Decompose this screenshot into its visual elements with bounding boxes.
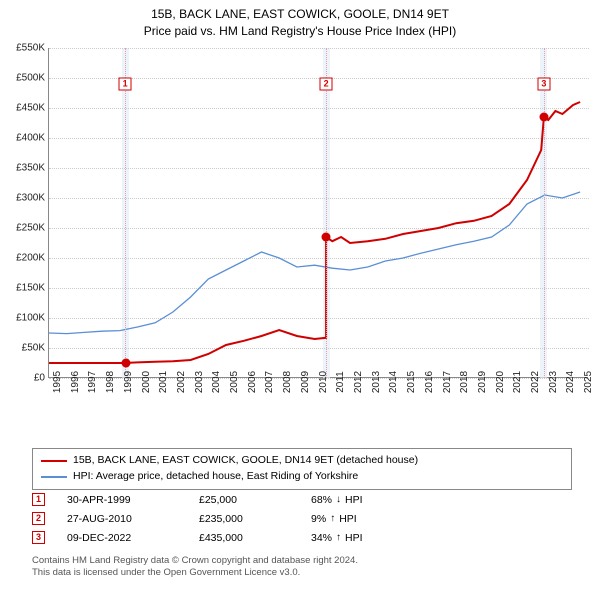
legend: 15B, BACK LANE, EAST COWICK, GOOLE, DN14… (32, 448, 572, 490)
y-axis-label: £350K (5, 163, 45, 174)
x-axis-label: 2002 (176, 371, 187, 393)
x-axis-label: 2022 (530, 371, 541, 393)
event-vline (544, 48, 545, 378)
x-axis-label: 2014 (388, 371, 399, 393)
y-axis-label: £150K (5, 283, 45, 294)
event-vline (125, 48, 126, 378)
event-price: £25,000 (199, 494, 289, 506)
line-layer (49, 48, 589, 378)
event-num-box: 2 (32, 512, 45, 525)
event-price: £235,000 (199, 513, 289, 525)
hpi-line (49, 192, 580, 334)
x-axis-label: 1995 (52, 371, 63, 393)
sale-point (121, 359, 130, 368)
x-axis-label: 2012 (353, 371, 364, 393)
legend-label-price: 15B, BACK LANE, EAST COWICK, GOOLE, DN14… (73, 453, 418, 469)
title-block: 15B, BACK LANE, EAST COWICK, GOOLE, DN14… (0, 0, 600, 40)
footnote-line2: This data is licensed under the Open Gov… (32, 567, 572, 579)
x-axis-label: 2007 (264, 371, 275, 393)
event-num-box: 1 (32, 493, 45, 506)
x-axis-label: 1998 (105, 371, 116, 393)
price-line (49, 102, 580, 363)
x-axis-label: 2003 (194, 371, 205, 393)
chart-container: 15B, BACK LANE, EAST COWICK, GOOLE, DN14… (0, 0, 600, 590)
y-axis-label: £200K (5, 253, 45, 264)
x-axis-label: 2011 (335, 371, 346, 393)
x-axis-label: 2016 (424, 371, 435, 393)
x-axis-label: 2010 (318, 371, 329, 393)
x-axis-label: 2025 (583, 371, 594, 393)
title-subtitle: Price paid vs. HM Land Registry's House … (0, 23, 600, 40)
event-date: 30-APR-1999 (67, 494, 177, 506)
x-axis-label: 2020 (495, 371, 506, 393)
legend-label-hpi: HPI: Average price, detached house, East… (73, 469, 358, 485)
sale-point (322, 233, 331, 242)
event-pct: 68%↓HPI (311, 494, 411, 506)
x-axis-label: 2004 (211, 371, 222, 393)
x-axis-label: 2024 (565, 371, 576, 393)
event-marker: 3 (537, 78, 550, 91)
y-axis-label: £0 (5, 373, 45, 384)
y-axis-label: £250K (5, 223, 45, 234)
event-vline (326, 48, 327, 378)
x-axis-label: 2001 (158, 371, 169, 393)
y-axis-label: £500K (5, 73, 45, 84)
footnote: Contains HM Land Registry data © Crown c… (32, 555, 572, 580)
y-axis-label: £550K (5, 43, 45, 54)
y-axis-label: £50K (5, 343, 45, 354)
event-pct: 9%↑HPI (311, 513, 411, 525)
event-price: £435,000 (199, 532, 289, 544)
chart-area: 123£0£50K£100K£150K£200K£250K£300K£350K£… (48, 48, 588, 408)
y-axis-label: £300K (5, 193, 45, 204)
event-date: 27-AUG-2010 (67, 513, 177, 525)
x-axis-label: 2021 (512, 371, 523, 393)
x-axis-label: 2019 (477, 371, 488, 393)
x-axis-label: 2006 (247, 371, 258, 393)
event-pct: 34%↑HPI (311, 532, 411, 544)
event-row: 3 09-DEC-2022 £435,000 34%↑HPI (32, 528, 572, 547)
y-axis-label: £100K (5, 313, 45, 324)
title-address: 15B, BACK LANE, EAST COWICK, GOOLE, DN14… (0, 6, 600, 23)
x-axis-label: 2017 (442, 371, 453, 393)
event-num-box: 3 (32, 531, 45, 544)
footnote-line1: Contains HM Land Registry data © Crown c… (32, 555, 572, 567)
x-axis-label: 2008 (282, 371, 293, 393)
x-axis-label: 2015 (406, 371, 417, 393)
events-table: 1 30-APR-1999 £25,000 68%↓HPI 2 27-AUG-2010 £2… (32, 490, 572, 547)
x-axis-label: 1996 (70, 371, 81, 393)
event-marker: 2 (320, 78, 333, 91)
event-row: 2 27-AUG-2010 £235,000 9%↑HPI (32, 509, 572, 528)
x-axis-label: 2009 (300, 371, 311, 393)
legend-swatch-hpi (41, 476, 67, 478)
x-axis-label: 1997 (87, 371, 98, 393)
plot: 123£0£50K£100K£150K£200K£250K£300K£350K£… (48, 48, 588, 378)
legend-swatch-price (41, 460, 67, 462)
event-marker: 1 (119, 78, 132, 91)
event-date: 09-DEC-2022 (67, 532, 177, 544)
legend-item-hpi: HPI: Average price, detached house, East… (41, 469, 563, 485)
y-axis-label: £450K (5, 103, 45, 114)
y-axis-label: £400K (5, 133, 45, 144)
x-axis-label: 2023 (548, 371, 559, 393)
legend-item-price: 15B, BACK LANE, EAST COWICK, GOOLE, DN14… (41, 453, 563, 469)
x-axis-label: 2000 (141, 371, 152, 393)
x-axis-label: 1999 (123, 371, 134, 393)
x-axis-label: 2018 (459, 371, 470, 393)
sale-point (539, 113, 548, 122)
x-axis-label: 2013 (371, 371, 382, 393)
event-row: 1 30-APR-1999 £25,000 68%↓HPI (32, 490, 572, 509)
x-axis-label: 2005 (229, 371, 240, 393)
